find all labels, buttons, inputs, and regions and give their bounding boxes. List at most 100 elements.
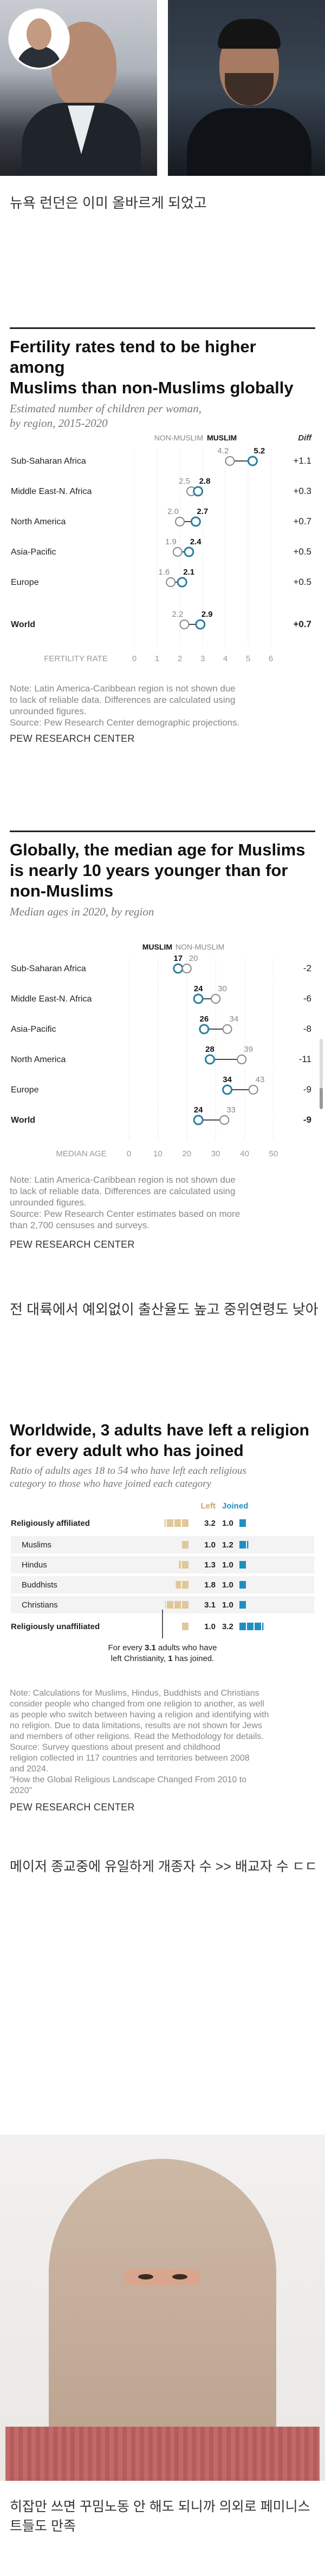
value-label-muslim: 2.1 [183,568,194,577]
joined-square [239,1601,246,1609]
chart1-topline [10,327,315,329]
joined-square [255,1623,261,1630]
joined-square [239,1519,246,1527]
x-tick-label: 6 [269,654,273,663]
value-label-non-muslim: 4.2 [218,446,229,456]
category-label: Asia-Pacific [11,1025,56,1034]
value-label-non-muslim: 1.6 [158,568,170,577]
x-tick-label: 3 [200,654,205,663]
suit-right [187,108,311,176]
category-label: Europe [11,1085,39,1095]
left-square [167,1601,173,1609]
chart3-source: PEW RESEARCH CENTER [10,1802,135,1813]
point-non-muslim [225,456,235,466]
joined-square-partial [262,1623,264,1630]
scroll-thumb[interactable] [320,1088,323,1109]
joined-value: 1.2 [222,1540,233,1550]
point-muslim [184,546,194,557]
hair-right [218,19,281,49]
diff-label: +0.3 [293,486,311,496]
x-tick-label: 50 [269,1149,278,1158]
value-label-non-muslim: 34 [230,1014,239,1024]
point-non-muslim [211,994,221,1004]
joined-square [239,1581,246,1589]
value-label-muslim: 2.8 [199,477,211,486]
chart2-title: Globally, the median age for Muslims is n… [10,840,306,900]
value-label-muslim: 24 [194,1105,203,1115]
point-non-muslim [166,577,176,587]
chart3-header: Worldwide, 3 adults have left a religion… [10,1420,315,1491]
caption-4-line2: 트들도 만족 [10,2519,76,2534]
x-tick-label: 0 [132,654,136,663]
left-square [182,1541,188,1549]
chart3-note: Note: Calculations for Muslims, Hindus, … [10,1689,269,1795]
point-non-muslim [222,1024,232,1034]
value-label-non-muslim: 33 [226,1105,236,1115]
legend-non-muslim: NON-MUSLIM [176,943,224,951]
legend-diff: Diff [298,433,313,443]
row-label: Christians [22,1600,58,1610]
photo-niqab-woman [0,2134,325,2481]
point-muslim [193,993,204,1004]
row-label: Religiously unaffiliated [11,1622,100,1631]
value-label-non-muslim: 20 [189,954,198,963]
value-label-muslim: 28 [205,1045,214,1054]
joined-square [239,1623,246,1630]
x-tick-label: 1 [155,654,159,663]
left-value: 3.2 [204,1519,216,1528]
point-muslim [177,577,187,588]
x-tick-label: 20 [182,1149,191,1158]
point-muslim [173,963,184,974]
chart2-median-age: MUSLIM NON-MUSLIM 0 10 20 30 40 50 MEDIAN AGE Sub… [11,943,311,1158]
x-tick-label: 40 [240,1149,249,1158]
diff-label: +0.5 [293,577,311,587]
point-muslim [193,486,204,497]
scroll-track[interactable] [320,1039,323,1088]
point-muslim [199,1024,210,1035]
chart1-note: Note: Latin America-Caribbean region is … [10,683,240,728]
caption-2: 전 대륙에서 예외없이 출산율도 높고 중위연령도 낮아 [10,1301,318,1317]
row-background [11,1536,314,1553]
x-axis-label: MEDIAN AGE [56,1149,106,1158]
diff-label: -9 [303,1084,311,1095]
left-square [174,1601,181,1609]
x-tick-label: 10 [153,1149,162,1158]
chart1-fertility: NON-MUSLIM MUSLIM Diff 0 1 2 3 4 5 6 FERTILITY RAT… [11,433,313,663]
left-square [167,1519,173,1527]
joined-value: 1.0 [222,1580,233,1590]
diff-label: -6 [303,993,311,1004]
point-non-muslim [248,1085,258,1095]
value-label-non-muslim: 2.0 [167,507,179,516]
x-tick-label: 5 [246,654,250,663]
chart2-topline [10,831,315,832]
joined-square-partial [247,1541,249,1549]
value-label-non-muslim: 39 [244,1045,253,1054]
chart2-note: Note: Latin America-Caribbean region is … [10,1175,240,1230]
row-label: Buddhists [22,1580,57,1590]
value-label-muslim: 26 [199,1014,209,1024]
chart3-left-joined: Left Joined Religiously affiliated 3.2 1.0 Mu… [11,1501,314,1663]
chart3-subtitle: Ratio of adults ages 18 to 54 who have l… [10,1465,246,1490]
value-label-muslim: 24 [194,984,203,993]
eye-left [138,2274,153,2279]
point-muslim [222,1084,233,1095]
photo-left-man [0,0,157,176]
row-background [11,1576,314,1593]
left-square-partial [165,1601,166,1609]
left-value: 1.8 [204,1580,216,1590]
joined-value: 1.0 [222,1560,233,1570]
value-label-non-muslim: 30 [218,984,227,993]
row-background [11,1556,314,1573]
category-label: Sub-Saharan Africa [11,457,86,466]
left-square [182,1581,188,1589]
value-label-non-muslim: 1.9 [165,537,177,546]
column-header-joined: Joined [222,1501,248,1511]
value-label-muslim: 5.2 [253,446,265,456]
joined-value: 1.0 [222,1600,233,1610]
x-tick-label: 30 [211,1149,220,1158]
category-label: North America [11,1055,66,1064]
column-header-left: Left [201,1501,216,1511]
point-muslim [205,1054,216,1065]
diff-label: +0.5 [293,546,311,557]
left-value: 1.3 [204,1560,216,1570]
